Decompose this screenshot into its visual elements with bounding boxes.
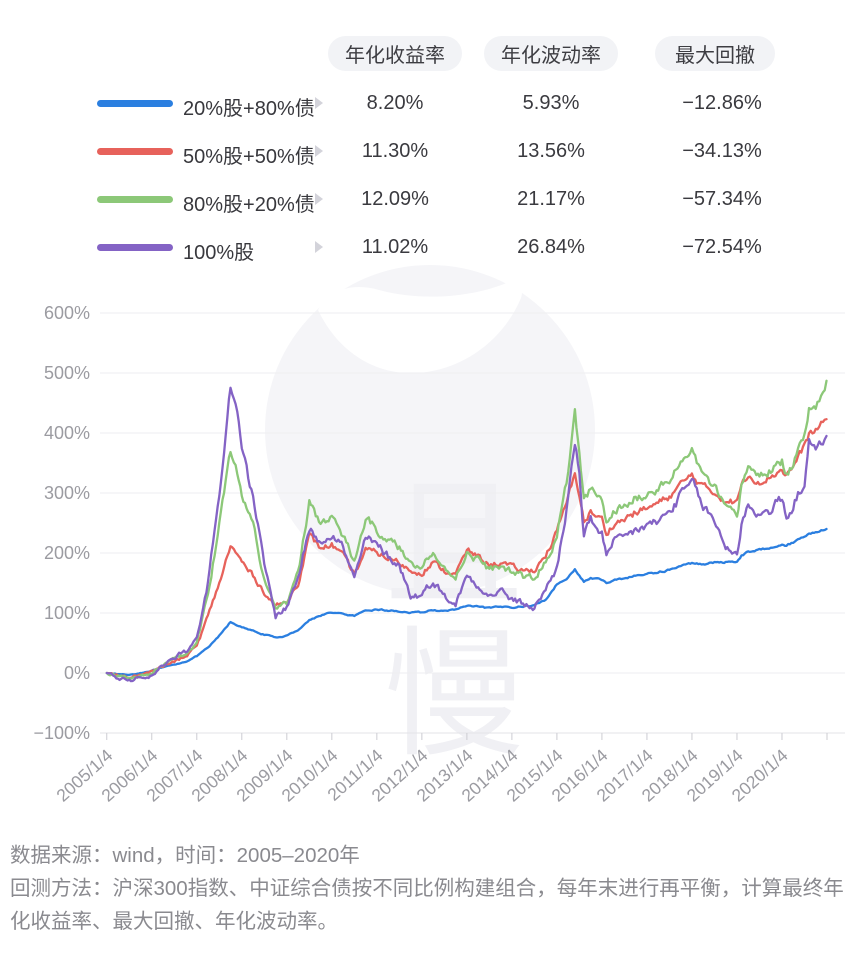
series-label: 80%股+20%债 [183, 194, 315, 216]
footer-notes: 数据来源：wind，时间：2005–2020年 回测方法：沪深300指数、中证综… [10, 839, 856, 938]
data-source-note: 数据来源：wind，时间：2005–2020年 [10, 844, 360, 867]
series-line-2 [105, 379, 828, 680]
watermark-circle-icon [265, 265, 595, 595]
x-axis-label: 2008/1/4 [187, 745, 251, 806]
annual-return-value: 11.30% [361, 140, 429, 162]
column-header-annual-return: 年化收益率 [328, 36, 462, 71]
max-drawdown-value: −57.34% [682, 188, 762, 210]
chevron-right-icon [315, 193, 323, 205]
annual-return-value: 12.09% [361, 188, 429, 210]
x-axis-label: 2018/1/4 [638, 745, 702, 806]
max-drawdown-value: −34.13% [682, 140, 762, 162]
annual-volatility-value: 21.17% [517, 188, 585, 210]
x-axis-label: 2012/1/4 [368, 745, 432, 806]
y-axis-label: 500% [44, 363, 90, 383]
y-axis-label: 0% [64, 663, 90, 683]
column-header-annual-volatility: 年化波动率 [484, 36, 618, 71]
x-axis-label: 2013/1/4 [413, 745, 477, 806]
x-axis-label: 2007/1/4 [142, 745, 206, 806]
series-label: 50%股+50%债 [183, 146, 315, 168]
legend-row-80-20[interactable]: 80%股+20%债 12.09% 21.17% −57.34% [90, 182, 780, 216]
y-axis-label: 400% [44, 423, 90, 443]
x-axis-label: 2006/1/4 [97, 745, 161, 806]
y-axis-label: 100% [44, 603, 90, 623]
y-axis-label: 600% [44, 303, 90, 323]
max-drawdown-value: −12.86% [682, 92, 762, 114]
y-axis-label: 300% [44, 483, 90, 503]
x-axis-label: 2020/1/4 [728, 745, 792, 806]
series-swatch-50-50 [97, 148, 173, 155]
x-axis-label: 2010/1/4 [277, 745, 341, 806]
backtest-method-note: 回测方法：沪深300指数、中证综合债按不同比例构建组合，每年末进行再平衡，计算最… [10, 877, 844, 933]
watermark-text: 且慢 [364, 470, 521, 770]
x-axis-label: 2015/1/4 [503, 745, 567, 806]
series-label: 20%股+80%债 [183, 98, 315, 120]
max-drawdown-value: −72.54% [682, 236, 762, 258]
chevron-right-icon [315, 97, 323, 109]
series-swatch-80-20 [97, 196, 173, 203]
series-line-1 [105, 418, 828, 680]
annual-return-value: 11.02% [361, 236, 429, 258]
chevron-right-icon [315, 145, 323, 157]
annual-return-value: 8.20% [366, 92, 424, 114]
chevron-right-icon [315, 241, 323, 253]
y-axis-label: 200% [44, 543, 90, 563]
series-label: 100%股 [183, 242, 255, 264]
x-axis-label: 2014/1/4 [458, 745, 522, 806]
x-axis-label: 2016/1/4 [548, 745, 612, 806]
annual-volatility-value: 13.56% [517, 140, 585, 162]
column-header-max-drawdown: 最大回撤 [655, 36, 775, 71]
x-axis-label: 2009/1/4 [232, 745, 296, 806]
series-line-0 [105, 527, 828, 677]
annual-volatility-value: 5.93% [522, 92, 580, 114]
legend-row-20-80[interactable]: 20%股+80%债 8.20% 5.93% −12.86% [90, 86, 780, 120]
x-axis-label: 2017/1/4 [593, 745, 657, 806]
series-swatch-20-80 [97, 100, 173, 107]
x-axis-label: 2005/1/4 [52, 745, 116, 806]
annual-volatility-value: 26.84% [517, 236, 585, 258]
legend-row-100-stock[interactable]: 100%股 11.02% 26.84% −72.54% [90, 230, 780, 264]
watermark-crescent-icon [318, 282, 522, 374]
legend-row-50-50[interactable]: 50%股+50%债 11.30% 13.56% −34.13% [90, 134, 780, 168]
series-swatch-100 [97, 244, 173, 251]
x-axis-label: 2019/1/4 [683, 745, 747, 806]
x-axis-label: 2011/1/4 [323, 745, 386, 805]
y-axis-label: −100% [33, 723, 90, 743]
series-line-3 [105, 386, 828, 683]
